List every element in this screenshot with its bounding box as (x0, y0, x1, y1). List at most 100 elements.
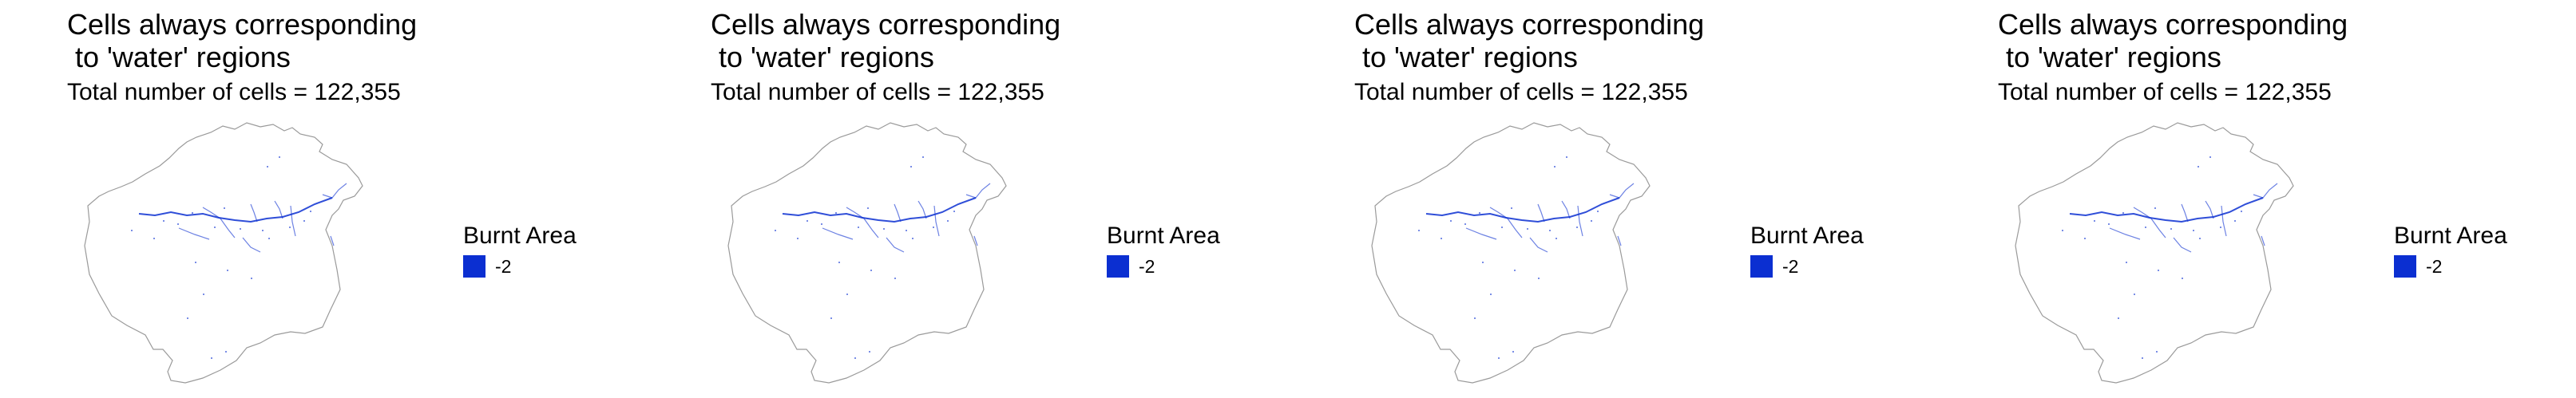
water-cells (1425, 197, 1620, 223)
water-cell (153, 238, 155, 239)
water-cell (211, 357, 212, 359)
legend-title: Burnt Area (2394, 223, 2507, 249)
water-cells (1561, 200, 1571, 219)
water-cell (2234, 220, 2236, 222)
water-cell (2158, 270, 2159, 271)
water-cells (2181, 203, 2189, 223)
water-cell (953, 211, 955, 212)
water-cell (2182, 278, 2183, 279)
panel-title: Cells always corresponding to 'water' re… (1354, 8, 1705, 73)
water-cell (1538, 278, 1540, 279)
water-cell (2156, 351, 2158, 353)
water-cells (2069, 197, 2264, 223)
water-cell (2118, 317, 2119, 319)
water-cell (835, 212, 837, 214)
water-cell (131, 230, 133, 231)
water-cell (2094, 220, 2095, 222)
water-cell (854, 357, 856, 359)
panel-title: Cells always corresponding to 'water' re… (67, 8, 418, 73)
water-cell (797, 238, 799, 239)
water-cell (2145, 227, 2146, 228)
water-cell (1441, 238, 1442, 239)
water-cell (268, 238, 270, 239)
map-panel-2: Cells always corresponding to 'water' re… (644, 0, 1287, 398)
panel-subtitle: Total number of cells = 122,355 (1998, 79, 2332, 105)
water-cell (2199, 238, 2201, 239)
water-cell (225, 351, 227, 353)
water-cell (177, 223, 179, 225)
water-cell (1482, 262, 1484, 263)
water-cell (2170, 228, 2172, 230)
water-cell (2108, 223, 2110, 225)
legend-item: -2 (2394, 255, 2442, 278)
water-cell (894, 278, 896, 279)
map-panel-1: Cells always corresponding to 'water' re… (0, 0, 644, 398)
legend: Burnt Area -2 (463, 222, 577, 278)
water-cells (2109, 227, 2141, 240)
water-cell (2122, 212, 2124, 214)
legend: Burnt Area -2 (2394, 222, 2507, 278)
water-cells (917, 200, 927, 219)
water-cell (2198, 166, 2199, 167)
region-outline (2015, 122, 2294, 384)
water-cell (830, 317, 832, 319)
water-cells (250, 203, 258, 223)
water-cell (2241, 211, 2242, 212)
water-cells (2205, 200, 2214, 219)
legend-swatch (1750, 255, 1773, 278)
water-cell (240, 228, 241, 230)
legend-title: Burnt Area (463, 223, 577, 249)
water-cells (322, 183, 347, 199)
water-cell (1527, 228, 1528, 230)
water-cell (187, 317, 188, 319)
water-cells (822, 227, 854, 240)
legend-item: -2 (463, 255, 511, 278)
region-map (727, 122, 1007, 384)
water-cell (1556, 238, 1557, 239)
water-cells (2253, 183, 2278, 199)
water-cells (1465, 227, 1497, 240)
region-outline (727, 122, 1007, 384)
water-cells (894, 203, 902, 223)
water-cell (251, 278, 252, 279)
water-cell (1479, 212, 1480, 214)
water-cells (202, 207, 236, 238)
panel-subtitle: Total number of cells = 122,355 (1354, 79, 1688, 105)
panel-title: Cells always corresponding to 'water' re… (1998, 8, 2348, 73)
water-cells (933, 205, 940, 237)
water-cell (1512, 351, 1514, 353)
water-cell (867, 207, 869, 209)
water-cells (2133, 207, 2166, 238)
water-cells (886, 237, 905, 253)
water-cell (1474, 317, 1476, 319)
water-cell (1576, 227, 1578, 228)
water-cell (262, 230, 264, 231)
legend-label: -2 (1782, 255, 1799, 277)
legend-swatch (463, 255, 485, 278)
region-outline (1371, 122, 1651, 384)
water-cell (1514, 270, 1516, 271)
water-cells (242, 237, 261, 253)
region-outline (84, 122, 363, 384)
water-cell (1490, 294, 1492, 295)
water-cell (195, 262, 196, 263)
water-cell (1450, 220, 1452, 222)
water-cell (933, 227, 934, 228)
water-cell (1464, 223, 1466, 225)
panel-subtitle: Total number of cells = 122,355 (711, 79, 1044, 105)
water-cell (1549, 230, 1551, 231)
water-cells (2173, 237, 2192, 253)
water-cell (846, 294, 848, 295)
legend-item: -2 (1107, 255, 1155, 278)
map-panel-3: Cells always corresponding to 'water' re… (1287, 0, 1931, 398)
water-cell (1591, 220, 1592, 222)
region-map (1371, 122, 1651, 384)
water-cell (2154, 207, 2156, 209)
water-cell (838, 262, 840, 263)
water-cells (1489, 207, 1523, 238)
water-cells (138, 197, 333, 223)
region-map (2015, 122, 2294, 384)
water-cell (192, 212, 193, 214)
water-cell (806, 220, 808, 222)
water-cell (2209, 156, 2211, 158)
